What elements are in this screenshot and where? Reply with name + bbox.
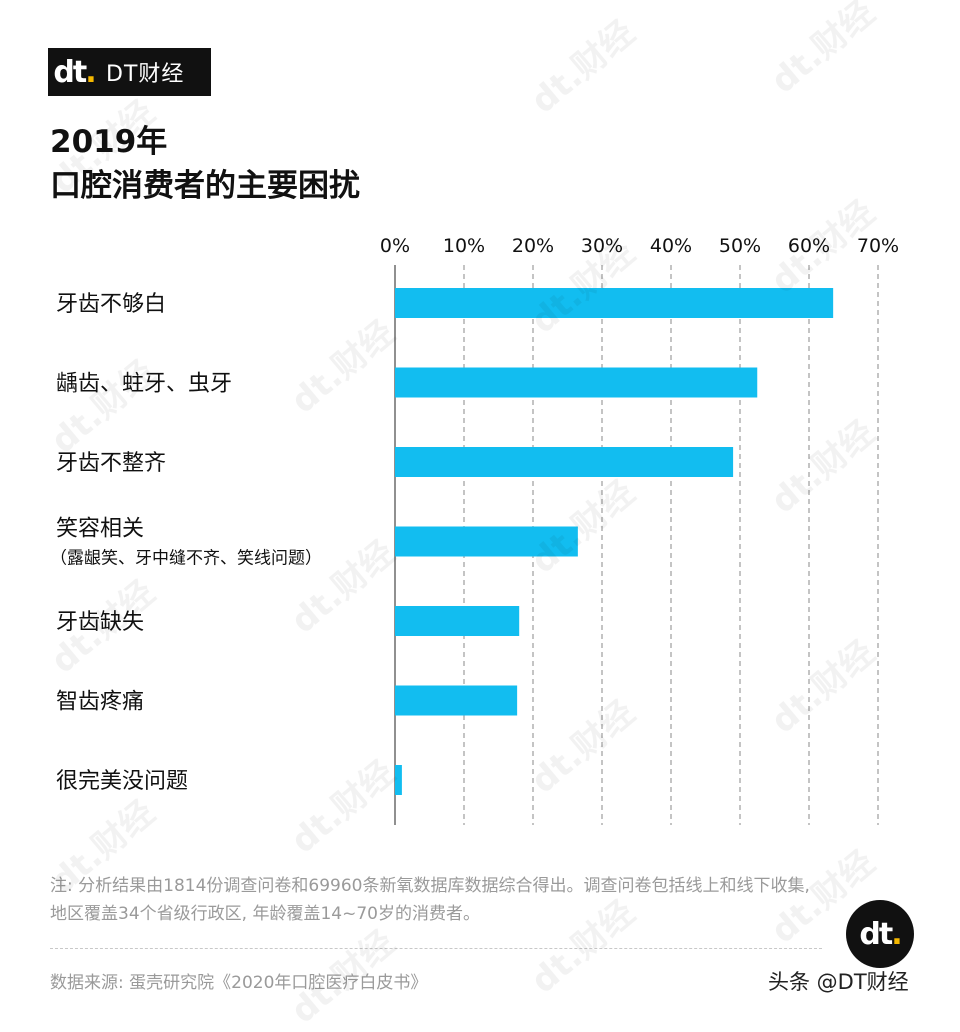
category-label: 牙齿不整齐 — [56, 451, 166, 476]
tick-label: 70% — [857, 235, 899, 257]
category-label: 牙齿不够白 — [56, 292, 166, 317]
divider — [50, 948, 822, 949]
platform-credit: 头条 @DT财经 — [768, 970, 909, 994]
category-label: 笑容相关 — [56, 517, 144, 542]
tick-label: 40% — [650, 235, 692, 257]
chart-note: 注: 分析结果由1814份调查问卷和69960条新氧数据库数据综合得出。调查问卷… — [50, 876, 810, 924]
dt-badge-icon: dt. — [846, 900, 914, 968]
category-label: 龋齿、蛀牙、虫牙 — [56, 372, 232, 397]
bar — [395, 685, 518, 716]
tick-label: 60% — [788, 235, 830, 257]
dt-logo-icon: dt. — [53, 54, 96, 90]
category-sublabel: （露龈笑、牙中缝不齐、笑线问题） — [50, 549, 322, 569]
category-label: 智齿疼痛 — [56, 690, 144, 715]
bar — [395, 288, 834, 318]
bar — [395, 447, 734, 477]
bar — [395, 367, 758, 398]
category-label: 牙齿缺失 — [56, 610, 144, 635]
tick-label: 10% — [443, 235, 485, 257]
category-label: 很完美没问题 — [56, 769, 188, 794]
brand-logo: dt. DT财经 — [48, 48, 211, 96]
tick-label: 0% — [380, 235, 410, 257]
chart-title: 2019年 口腔消费者的主要困扰 — [50, 120, 360, 208]
logo-text: DT财经 — [106, 62, 185, 87]
bar — [395, 765, 402, 795]
tick-label: 30% — [581, 235, 623, 257]
title-line-1: 2019年 — [50, 124, 168, 160]
data-source: 数据来源: 蛋壳研究院《2020年口腔医疗白皮书》 — [50, 973, 428, 993]
bar — [395, 606, 520, 636]
tick-label: 50% — [719, 235, 761, 257]
tick-label: 20% — [512, 235, 554, 257]
bar — [395, 526, 578, 557]
title-line-2: 口腔消费者的主要困扰 — [50, 168, 360, 204]
